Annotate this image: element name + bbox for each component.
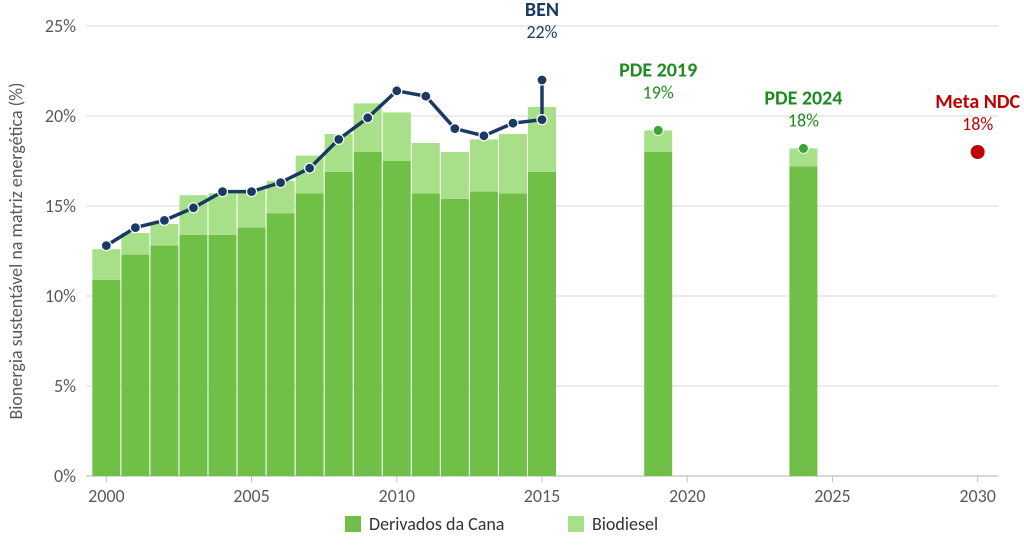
- y-tick-label: 10%: [45, 285, 76, 307]
- bioenergy-chart: 0% 5% 10% 15% 20% 25% 2000 2005 2010 2015 2020 2025…: [0, 0, 1024, 546]
- bar-biodiesel: [441, 152, 469, 199]
- bar-cana: [209, 235, 237, 476]
- bar-cana: [789, 166, 817, 476]
- callout-pde19-value: 19%: [643, 81, 674, 103]
- x-tick-label: 2025: [814, 485, 851, 507]
- bar-cana: [441, 199, 469, 476]
- y-tick-label: 15%: [45, 195, 76, 217]
- y-tick-label: 5%: [54, 375, 76, 397]
- bar-biodiesel: [150, 224, 178, 246]
- bar-cana: [179, 235, 207, 476]
- ben-marker: [188, 203, 198, 213]
- bar-cana: [499, 193, 527, 476]
- ben-marker: [508, 118, 518, 128]
- pde-marker: [798, 143, 808, 153]
- bar-cana: [121, 255, 149, 476]
- ben-marker: [479, 131, 489, 141]
- bar-cana: [383, 161, 411, 476]
- bar-cana: [238, 228, 266, 476]
- callout-pde19-title: PDE 2019: [619, 58, 697, 82]
- ben-marker: [247, 187, 257, 197]
- ben-marker: [537, 115, 547, 125]
- ben-marker: [363, 113, 373, 123]
- legend-swatch: [345, 516, 361, 532]
- x-tick-label: 2010: [379, 485, 416, 507]
- callout-ben-value: 22%: [526, 21, 557, 43]
- callout-ndc-value: 18%: [962, 113, 993, 135]
- ben-marker: [305, 163, 315, 173]
- y-tick-label: 20%: [45, 105, 76, 127]
- bar-cana: [528, 172, 556, 476]
- bar-cana: [325, 172, 353, 476]
- ben-marker: [421, 91, 431, 101]
- legend-swatch: [568, 516, 584, 532]
- bar-cana: [150, 246, 178, 476]
- bar-biodiesel: [209, 193, 237, 234]
- y-tick-label: 25%: [45, 15, 76, 37]
- ben-marker: [334, 134, 344, 144]
- bar-cana: [296, 193, 324, 476]
- callout-pde24-value: 18%: [788, 109, 819, 131]
- x-tick-label: 2015: [524, 485, 561, 507]
- bar-biodiesel: [92, 249, 120, 280]
- callout-ben-title: BEN: [525, 0, 559, 22]
- ben-marker: [130, 223, 140, 233]
- bar-cana: [470, 192, 498, 476]
- bar-biodiesel: [412, 143, 440, 193]
- x-tick-label: 2005: [233, 485, 270, 507]
- bar-cana: [354, 152, 382, 476]
- bar-biodiesel: [499, 134, 527, 193]
- pde-marker: [653, 125, 663, 135]
- x-tick-label: 2030: [959, 485, 996, 507]
- ben-marker: [392, 86, 402, 96]
- bar-cana: [267, 213, 295, 476]
- x-tick-label: 2020: [669, 485, 706, 507]
- ben-marker: [537, 75, 547, 85]
- bar-biodiesel: [121, 233, 149, 255]
- ben-marker: [159, 215, 169, 225]
- legend-label: Biodiesel: [592, 513, 658, 535]
- bar-cana: [92, 280, 120, 476]
- x-tick-label: 2000: [88, 485, 125, 507]
- legend-label: Derivados da Cana: [369, 513, 504, 535]
- ben-marker: [276, 178, 286, 188]
- ben-marker: [218, 187, 228, 197]
- ndc-marker: [971, 145, 985, 159]
- y-tick-label: 0%: [54, 465, 76, 487]
- bar-biodiesel: [470, 139, 498, 191]
- y-axis-title: Bionergia sustentável na matriz energéti…: [5, 83, 27, 420]
- bar-cana: [644, 152, 672, 476]
- ben-marker: [101, 241, 111, 251]
- ben-marker: [450, 124, 460, 134]
- bar-cana: [412, 193, 440, 476]
- callout-pde24-title: PDE 2024: [764, 86, 842, 110]
- bar-biodiesel: [383, 112, 411, 161]
- callout-ndc-title: Meta NDC: [935, 90, 1020, 114]
